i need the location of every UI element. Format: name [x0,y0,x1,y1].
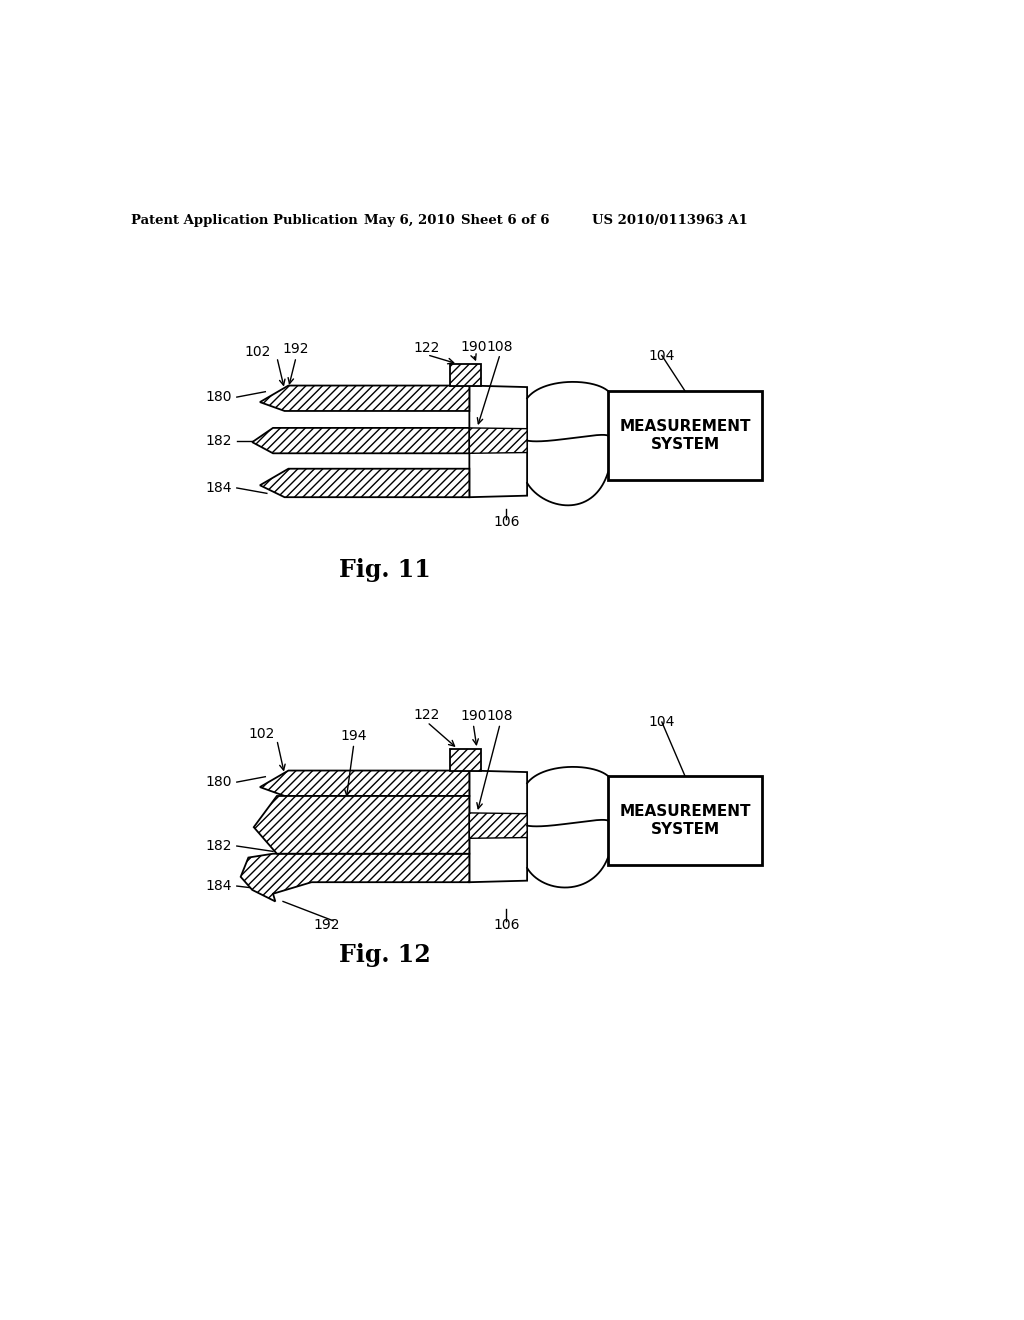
Text: 180: 180 [206,391,232,404]
Text: 108: 108 [486,341,513,354]
Text: May 6, 2010: May 6, 2010 [364,214,455,227]
Text: Fig. 11: Fig. 11 [339,558,430,582]
Text: 182: 182 [206,840,232,853]
Polygon shape [254,796,469,854]
Polygon shape [469,771,527,882]
Text: MEASUREMENT
SYSTEM: MEASUREMENT SYSTEM [620,420,751,451]
Text: Sheet 6 of 6: Sheet 6 of 6 [461,214,549,227]
Text: 106: 106 [494,515,519,529]
Text: 180: 180 [206,775,232,789]
Text: 182: 182 [206,433,232,447]
Text: 104: 104 [648,348,675,363]
Text: 122: 122 [414,341,440,355]
Text: Patent Application Publication: Patent Application Publication [131,214,358,227]
Text: 192: 192 [283,342,309,356]
Bar [608,776,762,866]
Text: 108: 108 [486,709,513,723]
Text: 122: 122 [414,708,440,722]
Bar [608,391,762,480]
Text: 194: 194 [341,729,368,743]
Text: MEASUREMENT
SYSTEM: MEASUREMENT SYSTEM [620,804,751,837]
Text: 184: 184 [206,480,232,495]
Text: 106: 106 [494,917,519,932]
Text: 102: 102 [245,346,270,359]
Polygon shape [252,428,469,453]
Text: 190: 190 [460,709,486,723]
Text: 184: 184 [206,879,232,894]
Text: 104: 104 [648,715,675,729]
Text: Fig. 12: Fig. 12 [339,944,430,968]
Text: US 2010/0113963 A1: US 2010/0113963 A1 [592,214,748,227]
Text: 102: 102 [248,726,274,741]
Polygon shape [260,771,469,796]
Polygon shape [241,854,469,902]
Polygon shape [469,813,527,838]
Polygon shape [451,748,481,771]
Polygon shape [451,364,481,385]
Polygon shape [260,385,469,411]
Polygon shape [260,469,469,498]
Polygon shape [469,385,527,498]
Text: 192: 192 [313,917,340,932]
Text: 190: 190 [460,341,486,354]
Polygon shape [469,428,527,453]
